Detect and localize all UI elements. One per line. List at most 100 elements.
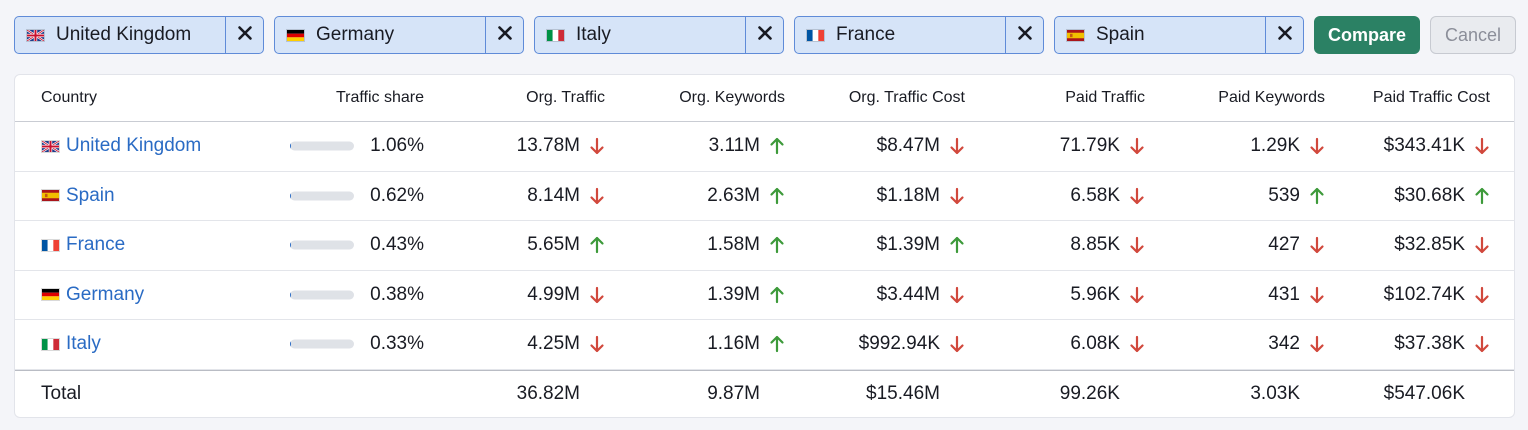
traffic-share-value: 1.06% — [370, 135, 424, 157]
org-traffic-cell: 13.78M — [445, 122, 605, 171]
es-flag-icon — [1066, 28, 1085, 42]
table-row: Spain 0.62% 8.14M 2.63M $1.18M 6.58K 539 $30.68… — [15, 172, 1514, 221]
compare-button[interactable]: Compare — [1314, 16, 1420, 54]
traffic-share-value: 0.62% — [370, 184, 424, 206]
traffic-share-cell: 0.38% — [290, 271, 424, 320]
total-org-keywords-cell: 9.87M — [707, 383, 760, 404]
metric-value: 539 — [1268, 184, 1300, 206]
org-keywords-cell: 2.63M — [625, 172, 785, 221]
arrow-up-icon — [589, 236, 605, 254]
metric-value: 5.65M — [527, 234, 580, 256]
traffic-share-bar — [290, 290, 354, 300]
paid-traffic-cost-cell: $343.41K — [1335, 122, 1490, 171]
country-chip: Italy — [534, 16, 784, 54]
metric-value: 6.58K — [1070, 184, 1120, 206]
country-chip-selector[interactable]: France — [795, 17, 1005, 53]
metric-value: 4.25M — [527, 333, 580, 355]
table-total-row: Total 36.82M 9.87M $15.46M 99.26K 3.03K $547.0… — [15, 369, 1514, 418]
arrow-down-icon — [1129, 335, 1145, 353]
org-traffic-cost-cell: $1.39M — [805, 221, 965, 270]
metric-value: 2.63M — [707, 184, 760, 206]
header-paid-traffic[interactable]: Paid Traffic — [1065, 89, 1145, 106]
country-cell: Italy — [41, 320, 271, 369]
arrow-up-icon — [769, 335, 785, 353]
country-chip-selector[interactable]: Spain — [1055, 17, 1265, 53]
org-keywords-cell: 1.39M — [625, 271, 785, 320]
org-traffic-cost-cell: $8.47M — [805, 122, 965, 171]
total-org-traffic-cell: 36.82M — [516, 383, 580, 404]
remove-country-button[interactable] — [745, 17, 783, 53]
metric-value: 6.08K — [1070, 333, 1120, 355]
metric-value: $992.94K — [858, 333, 940, 355]
arrow-up-icon — [769, 187, 785, 205]
header-paid-traffic-cost[interactable]: Paid Traffic Cost — [1372, 89, 1490, 106]
arrow-down-icon — [949, 335, 965, 353]
close-icon — [757, 25, 773, 46]
country-chip-selector[interactable]: United Kingdom — [15, 17, 225, 53]
country-link[interactable]: France — [66, 234, 126, 256]
metric-value: 431 — [1268, 283, 1300, 305]
de-flag-icon — [41, 288, 60, 302]
it-flag-icon — [41, 337, 60, 351]
country-chip-selector[interactable]: Germany — [275, 17, 485, 53]
paid-keywords-cell: 431 — [1165, 271, 1325, 320]
metric-value: $1.18M — [876, 184, 940, 206]
country-link[interactable]: Spain — [66, 184, 115, 206]
header-org-traffic[interactable]: Org. Traffic — [526, 89, 605, 106]
org-traffic-cell: 4.25M — [445, 320, 605, 369]
remove-country-button[interactable] — [1265, 17, 1303, 53]
country-link[interactable]: Italy — [66, 333, 101, 355]
arrow-up-icon — [1309, 187, 1325, 205]
gb-flag-icon — [41, 139, 60, 153]
country-chip-label: France — [836, 24, 896, 45]
country-chip: Spain — [1054, 16, 1304, 54]
arrow-down-icon — [1309, 236, 1325, 254]
header-org-traffic-cost[interactable]: Org. Traffic Cost — [848, 89, 965, 106]
header-traffic-share[interactable]: Traffic share — [335, 89, 424, 106]
arrow-down-icon — [589, 286, 605, 304]
country-chip: Germany — [274, 16, 524, 54]
country-filter-bar: United Kingdom Germany Italy France Spain Com… — [14, 16, 1516, 54]
paid-traffic-cost-cell: $37.38K — [1335, 320, 1490, 369]
org-traffic-cost-cell: $1.18M — [805, 172, 965, 221]
paid-traffic-cell: 8.85K — [985, 221, 1145, 270]
paid-traffic-cell: 71.79K — [985, 122, 1145, 171]
arrow-up-icon — [769, 286, 785, 304]
metric-value: 427 — [1268, 234, 1300, 256]
country-chip: United Kingdom — [14, 16, 264, 54]
country-cell: Germany — [41, 271, 271, 320]
metric-value: 3.11M — [708, 135, 760, 157]
org-traffic-cell: 8.14M — [445, 172, 605, 221]
arrow-down-icon — [1474, 137, 1490, 155]
traffic-share-cell: 0.62% — [290, 172, 424, 221]
header-paid-keywords[interactable]: Paid Keywords — [1218, 89, 1325, 106]
remove-country-button[interactable] — [485, 17, 523, 53]
arrow-down-icon — [1474, 335, 1490, 353]
country-chip: France — [794, 16, 1044, 54]
arrow-down-icon — [1309, 137, 1325, 155]
paid-traffic-cell: 6.58K — [985, 172, 1145, 221]
country-comparison-table: Country Traffic share Org. Traffic Org. Key… — [14, 74, 1515, 418]
remove-country-button[interactable] — [1005, 17, 1043, 53]
country-link[interactable]: Germany — [66, 283, 145, 305]
arrow-down-icon — [1129, 137, 1145, 155]
metric-value: 8.14M — [527, 184, 580, 206]
metric-value: $3.44M — [876, 283, 940, 305]
metric-value: 1.16M — [707, 333, 760, 355]
total-org-traffic-cost-cell: $15.46M — [866, 383, 940, 404]
arrow-down-icon — [1474, 236, 1490, 254]
country-link[interactable]: United Kingdom — [66, 135, 202, 157]
traffic-share-value: 0.33% — [370, 333, 424, 355]
header-country[interactable]: Country — [41, 89, 98, 106]
arrow-down-icon — [1129, 286, 1145, 304]
cancel-button[interactable]: Cancel — [1430, 16, 1516, 54]
table-row: Germany 0.38% 4.99M 1.39M $3.44M 5.96K 431 $102… — [15, 271, 1514, 320]
fr-flag-icon — [41, 238, 60, 252]
header-org-keywords[interactable]: Org. Keywords — [679, 89, 785, 106]
metric-value: 13.78M — [516, 135, 580, 157]
traffic-share-bar-fill — [290, 141, 291, 151]
remove-country-button[interactable] — [225, 17, 263, 53]
country-chip-selector[interactable]: Italy — [535, 17, 745, 53]
arrow-down-icon — [949, 187, 965, 205]
paid-keywords-cell: 342 — [1165, 320, 1325, 369]
